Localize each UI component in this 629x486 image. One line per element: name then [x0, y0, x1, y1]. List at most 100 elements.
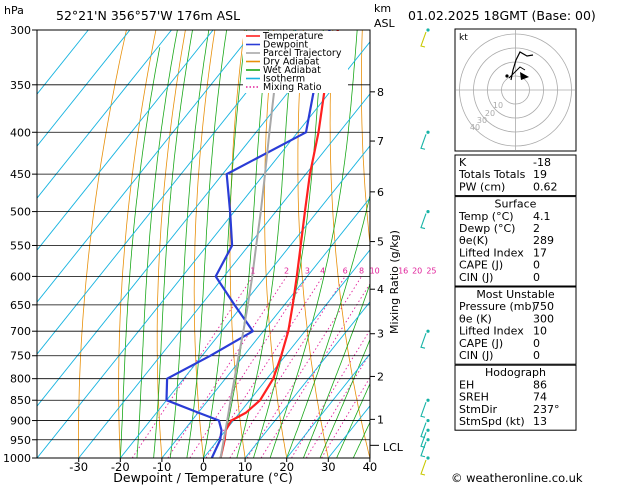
- temperature-tick-label: 40: [363, 460, 378, 474]
- temperature-tick-label: -20: [111, 460, 130, 474]
- wet-adiabat-line: [119, 47, 161, 458]
- temperature-tick-label: 10: [238, 460, 253, 474]
- most-unstable-table-row-label: Lifted Index: [459, 325, 524, 338]
- pressure-tick-label: 400: [10, 126, 31, 139]
- isotherm-line: [203, 249, 370, 458]
- wind-barb-dot: [426, 456, 430, 460]
- km-tick-label: 5: [377, 236, 384, 249]
- dry-adiabat-line: [598, 30, 629, 458]
- isotherm-line: [37, 30, 256, 303]
- dry-adiabat-line: [78, 30, 127, 458]
- mixing-ratio-label: 8: [359, 266, 364, 275]
- hodograph-stats-table-row-label: StmDir: [459, 403, 498, 416]
- indices-tables: K -18 Totals Totals 19 PW (cm) 0.62 SurfaceTem…: [454, 154, 577, 431]
- legend-box: [243, 31, 348, 93]
- hodograph-stats-table-row-label: SREH: [459, 391, 489, 404]
- pressure-tick-label: 850: [10, 394, 31, 407]
- wind-barb-dot: [426, 28, 430, 32]
- km-tick-label: 2: [377, 370, 384, 383]
- isotherm-line: [37, 30, 339, 407]
- surface-table-row-label: Temp (°C): [458, 210, 514, 223]
- wet-adiabat-line: [219, 30, 269, 458]
- most-unstable-table-row-value: 0: [533, 349, 540, 362]
- isotherm-line: [161, 197, 370, 458]
- surface-table-row-value: 0: [533, 259, 540, 272]
- surface-table-row-value: 17: [533, 246, 547, 259]
- mixing-ratio-line: [167, 276, 287, 458]
- hodograph-ring-label: 10: [493, 101, 503, 110]
- dry-adiabat-line: [264, 30, 288, 458]
- wind-barb: [420, 333, 427, 349]
- mixing-ratio-labels: 1 2 3 4 6 8 10 16 20 25: [250, 266, 436, 275]
- pressure-tick-label: 550: [10, 239, 31, 252]
- mixing-ratio-label: 3: [305, 266, 310, 275]
- asl-label: ASL: [374, 17, 396, 30]
- hodograph-stats-table-row-value: 74: [533, 391, 547, 404]
- wind-barb-dot: [426, 428, 430, 432]
- temperature-tick-label: -30: [69, 460, 88, 474]
- surface-table-row-label: CAPE (J): [459, 259, 503, 272]
- profile-series: [165, 30, 339, 458]
- pressure-tick-label: 600: [10, 270, 31, 283]
- hpa-label: hPa: [4, 4, 24, 17]
- most-unstable-table-row-label: CIN (J): [459, 349, 493, 362]
- mixing-ratio-line: [321, 376, 370, 458]
- legend-entry: Parcel Trajectory: [263, 48, 342, 59]
- hodograph-kt-label: kt: [459, 33, 468, 43]
- pressure-tick-label: 800: [10, 373, 31, 386]
- location-title: 52°21'N 356°57'W 176m ASL: [56, 8, 240, 23]
- dry-adiabat-line: [329, 30, 370, 458]
- dry-adiabat-line: [569, 30, 629, 458]
- indices-table-row-label: K: [459, 156, 467, 169]
- hodograph-origin-point: [505, 74, 509, 78]
- mixing-ratio-label: 10: [370, 266, 380, 275]
- temperature-tick-label: -10: [153, 460, 172, 474]
- height-km-ticks: 8 7 6 5 4 3 2 1: [370, 86, 384, 446]
- wind-barbs: [420, 28, 430, 476]
- skewt-plot: [37, 30, 629, 458]
- wind-barb: [420, 402, 427, 418]
- mixing-ratio-line: [246, 276, 362, 458]
- temperature-tick-labels: -30 -20 -10 0 10 20 30 40: [69, 458, 377, 474]
- mixing-ratio-label: 4: [320, 266, 325, 275]
- wind-barb-dot: [426, 418, 430, 423]
- most-unstable-table-row-label: θe (K): [459, 312, 492, 325]
- surface-table-row-value: 0: [533, 271, 540, 284]
- wind-barb-dot: [426, 438, 430, 442]
- surface-table-row-value: 4.1: [533, 210, 551, 223]
- isotherm-line: [37, 30, 297, 355]
- series-parcel-trajectory: [219, 30, 285, 458]
- pressure-tick-label: 700: [10, 325, 31, 338]
- mixing-ratio-line: [189, 276, 308, 458]
- most-unstable-table-row-value: 10: [533, 325, 547, 338]
- isobars: [37, 30, 370, 458]
- km-label: km: [374, 2, 391, 15]
- legend-entry: Isotherm: [263, 74, 305, 85]
- hodograph-ring-label: 20: [485, 109, 495, 118]
- pressure-tick-label: 1000: [3, 452, 31, 465]
- isotherm-line: [37, 41, 370, 458]
- km-tick-label: 1: [377, 413, 384, 426]
- mixing-ratio-label: 6: [343, 266, 348, 275]
- surface-table-row-label: θe(K): [459, 234, 488, 247]
- km-tick-label: 8: [377, 86, 384, 99]
- legend-entry: Dewpoint: [263, 40, 308, 51]
- pressure-tick-label: 300: [10, 24, 31, 37]
- hodograph-stats-table-box: [454, 364, 577, 431]
- indices-table-row-value: 0.62: [533, 180, 558, 193]
- pressure-tick-labels: 300 350 400 450 500 550 600 650 700 750 800 850 900 9…: [3, 24, 37, 465]
- hodograph-stats-table-row-value: 86: [533, 378, 547, 391]
- indices-table-row-label: PW (cm): [459, 180, 505, 193]
- most-unstable-table-row-label: Pressure (mb): [459, 300, 536, 313]
- temperature-tick-label: 30: [321, 460, 336, 474]
- temperature-tick-label: 20: [279, 460, 294, 474]
- hodograph-trace: [510, 51, 534, 81]
- indices-table-box: [454, 154, 577, 197]
- hodograph-stats-table-row-value: 13: [533, 415, 547, 428]
- pressure-tick-label: 650: [10, 299, 31, 312]
- wet-adiabat-line: [336, 382, 370, 458]
- legend-entry: Mixing Ratio: [263, 82, 322, 93]
- mixing-ratio-label: 20: [412, 266, 422, 275]
- hodograph-stats-table-title: Hodograph: [485, 366, 546, 379]
